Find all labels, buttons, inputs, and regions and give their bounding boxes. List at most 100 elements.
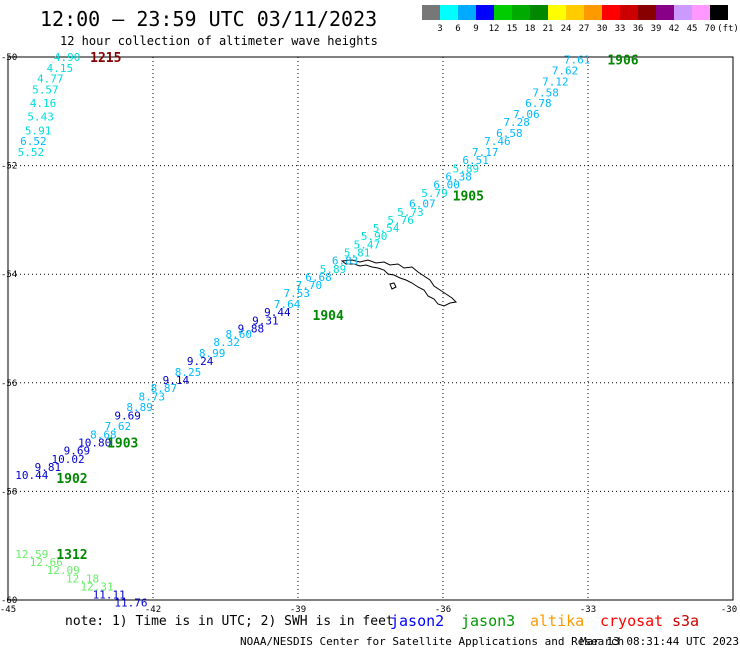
swh-value: 7.70: [296, 279, 323, 292]
swh-value: 8.89: [126, 401, 152, 414]
legend-label: 3: [437, 24, 442, 34]
lon-tick-label: -36: [435, 605, 451, 615]
swh-value: 6.83: [332, 255, 359, 268]
lat-tick-label: -54: [1, 270, 17, 280]
legend-swatch: [548, 5, 566, 20]
swh-value: 6.58: [496, 127, 522, 140]
swh-value: 5.90: [361, 230, 388, 243]
swh-value: 8.87: [151, 382, 178, 395]
legend-swatch: [494, 5, 512, 20]
legend-swatch: [638, 5, 656, 20]
swh-value: 4.90: [54, 51, 81, 64]
wave-height-labels: 4.904.154.775.574.165.435.916.525.52 7.61…: [15, 51, 590, 610]
swh-value: 5.43: [27, 111, 54, 124]
legend-swatch: [674, 5, 692, 20]
swh-value: 5.79: [421, 187, 448, 200]
satellite-legend: jason2 jason3 altika cryosat s3a: [390, 612, 699, 630]
map-frame: [7, 56, 734, 601]
track-time-label: 1215: [90, 51, 121, 66]
legend-label: 70: [705, 24, 716, 34]
swh-value: 6.00: [433, 179, 460, 192]
island-outline: [340, 259, 458, 307]
swh-value: 8.25: [175, 366, 202, 379]
legend-label: 18: [525, 24, 536, 34]
satellite-name: cryosat: [600, 612, 663, 630]
lat-tick-label: -58: [1, 487, 17, 497]
swh-value: 7.58: [532, 86, 559, 99]
legend-label: 30: [597, 24, 608, 34]
satellite-name: jason2: [390, 612, 444, 630]
swh-value: 7.17: [472, 146, 499, 159]
legend-label: 24: [561, 24, 572, 34]
swh-value: 9.44: [264, 306, 291, 319]
swh-value: 9.14: [163, 374, 190, 387]
legend-label: 21: [543, 24, 554, 34]
legend-label: 33: [615, 24, 626, 34]
lon-tick-label: -33: [580, 605, 596, 615]
legend-label: 45: [687, 24, 698, 34]
page-title: 12:00 – 23:59 UTC 03/11/2023: [40, 7, 377, 31]
swh-value: 5.91: [25, 124, 51, 137]
swh-value: 7.12: [542, 75, 569, 88]
legend-swatch: [440, 5, 458, 20]
footer-timestamp: Mar 13 08:31:44 UTC 2023: [580, 635, 739, 648]
lon-tick-label: -42: [145, 605, 161, 615]
track-time-label: 1903: [107, 437, 138, 452]
swh-value: 9.81: [35, 461, 62, 474]
swh-value: 10.44: [15, 469, 48, 482]
lat-lon-grid: -45 -42 -39 -36 -33 -30 -50 -52 -54 -56 -58 -60: [0, 53, 737, 615]
track-time-label: 1905: [453, 189, 484, 204]
legend-label: 36: [633, 24, 644, 34]
track-time-label: 1906: [607, 54, 638, 69]
swh-value: 6.52: [20, 135, 47, 148]
legend-label: 15: [507, 24, 518, 34]
swh-value: 10.02: [52, 453, 85, 466]
swh-value: 9.31: [252, 314, 278, 327]
legend-label: 42: [669, 24, 680, 34]
swh-value: 9.69: [64, 445, 90, 458]
swh-value: 5.89: [453, 162, 480, 175]
lat-tick-label: -56: [1, 379, 17, 389]
satellite-name: jason3: [461, 612, 515, 630]
swh-value: 12.09: [47, 564, 80, 577]
swh-value: 5.73: [397, 206, 424, 219]
swh-value: 9.69: [114, 409, 141, 422]
swh-value: 7.06: [513, 108, 540, 121]
swh-value: 5.89: [320, 263, 347, 276]
swh-value: 7.28: [503, 116, 529, 129]
legend-swatch: [458, 5, 476, 20]
track-time-label: 1312: [56, 548, 87, 563]
swh-value: 7.62: [552, 65, 579, 78]
swh-value: 6.07: [409, 198, 436, 211]
swh-value: 6.78: [525, 97, 552, 110]
swh-value: 5.54: [373, 222, 400, 235]
legend-swatch: [620, 5, 638, 20]
swh-value: 12.59: [15, 548, 48, 561]
swh-value: 4.16: [30, 97, 57, 110]
satellite-name: altika: [530, 612, 584, 630]
legend-swatch: [656, 5, 674, 20]
swh-value: 8.68: [90, 428, 117, 441]
footer: note: 1) Time is in UTC; 2) SWH is in fe…: [65, 612, 739, 648]
swh-value: 10.80: [78, 437, 111, 450]
legend-label: 6: [455, 24, 460, 34]
lat-tick-label: -60: [1, 596, 17, 606]
swh-value: 11.76: [114, 597, 147, 610]
swh-value: 12.66: [30, 556, 63, 569]
legend-swatch: [584, 5, 602, 20]
legend-swatch: [566, 5, 584, 20]
page-subtitle: 12 hour collection of altimeter wave hei…: [60, 34, 378, 48]
swh-value: 12.31: [81, 580, 114, 593]
swh-value: 5.47: [354, 238, 381, 251]
lon-tick-label: -30: [721, 605, 737, 615]
legend-swatch: [692, 5, 710, 20]
swh-value: 7.53: [284, 287, 311, 300]
swh-value: 7.46: [484, 135, 511, 148]
legend-label: 39: [651, 24, 662, 34]
lat-tick-label: -52: [1, 162, 17, 172]
legend-swatch: [422, 5, 440, 20]
legend-label: 9: [473, 24, 478, 34]
legend-swatch: [512, 5, 530, 20]
legend-label: 27: [579, 24, 590, 34]
swh-value: 7.64: [274, 298, 301, 311]
